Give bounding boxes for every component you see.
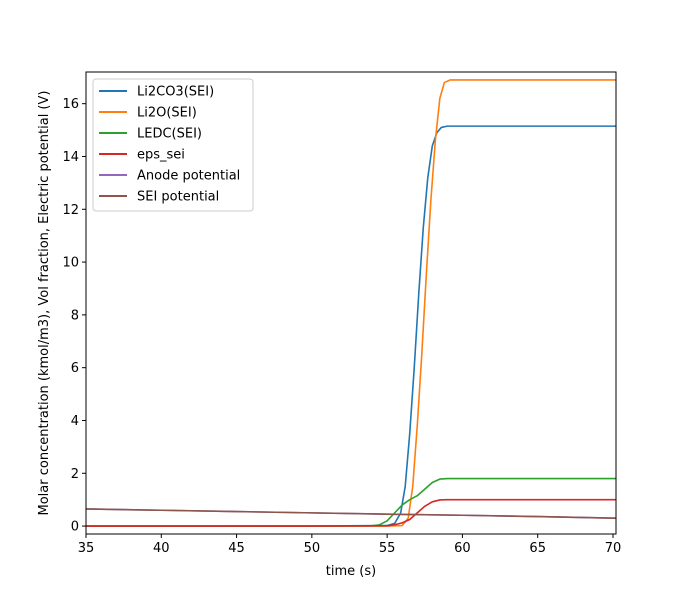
legend-label: Li2O(SEI) xyxy=(137,106,197,121)
y-axis: 0 2 4 6 8 10 12 14 16 xyxy=(62,97,86,535)
y-tick-label: 12 xyxy=(62,203,79,218)
y-tick-label: 16 xyxy=(62,97,79,112)
x-tick-label: 45 xyxy=(228,541,245,556)
legend-label: Li2CO3(SEI) xyxy=(137,85,214,100)
x-tick-label: 65 xyxy=(529,541,546,556)
y-tick-label: 0 xyxy=(71,520,79,535)
x-axis: 35 40 45 50 55 60 65 70 xyxy=(78,534,622,556)
y-axis-label: Molar concentration (kmol/m3), Vol fract… xyxy=(37,91,52,516)
legend: Li2CO3(SEI) Li2O(SEI) LEDC(SEI) eps_sei Anod… xyxy=(92,78,254,212)
plot-frame xyxy=(85,71,617,535)
y-tick-label: 6 xyxy=(71,361,79,376)
series-line-eps-sei xyxy=(86,498,616,527)
series-line-li2co3-sei xyxy=(86,125,616,527)
y-tick-label: 14 xyxy=(62,150,79,165)
x-tick-label: 70 xyxy=(605,541,622,556)
x-tick-label: 40 xyxy=(153,541,170,556)
legend-label: eps_sei xyxy=(137,148,185,163)
legend-box xyxy=(92,78,254,212)
x-tick-label: 35 xyxy=(78,541,95,556)
y-tick-label: 8 xyxy=(71,308,79,323)
y-tick-label: 2 xyxy=(71,467,79,482)
series-line-sei-potential xyxy=(86,508,616,519)
legend-label: Anode potential xyxy=(137,169,240,184)
x-tick-label: 55 xyxy=(379,541,396,556)
legend-label: LEDC(SEI) xyxy=(137,127,202,142)
legend-label: SEI potential xyxy=(137,190,219,205)
x-tick-label: 50 xyxy=(304,541,321,556)
x-tick-label: 60 xyxy=(454,541,471,556)
plot-lines xyxy=(86,79,616,527)
y-tick-label: 4 xyxy=(71,414,79,429)
x-axis-label: time (s) xyxy=(326,564,376,579)
series-line-ledc-sei xyxy=(86,477,616,527)
y-tick-label: 10 xyxy=(62,256,79,271)
series-line-li2o-sei xyxy=(86,79,616,527)
